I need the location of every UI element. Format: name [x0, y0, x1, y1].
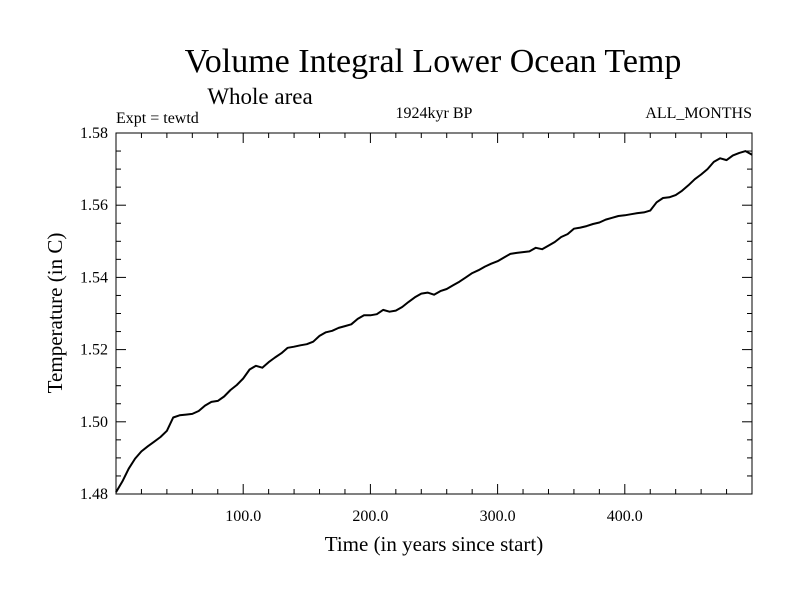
chart-subtitle: Whole area — [207, 84, 312, 109]
experiment-label: Expt = tewtd — [116, 110, 199, 127]
x-tick-label: 400.0 — [607, 508, 643, 525]
x-axis-ticks — [140, 133, 728, 494]
x-axis-tick-labels: 100.0 200.0 300.0 400.0 — [225, 508, 643, 525]
y-axis-label: Temperature (in C) — [43, 233, 67, 394]
x-tick-label: 100.0 — [225, 508, 261, 525]
y-tick-label: 1.54 — [80, 269, 108, 286]
period-label: 1924kyr BP — [396, 105, 473, 122]
y-tick-label: 1.58 — [80, 125, 108, 142]
y-tick-label: 1.56 — [80, 197, 108, 214]
months-label: ALL_MONTHS — [645, 105, 752, 122]
temperature-series-line — [115, 150, 753, 493]
y-axis-tick-labels: 1.48 1.50 1.52 1.54 1.56 1.58 — [80, 125, 108, 503]
plot-frame — [115, 132, 753, 495]
x-tick-label: 300.0 — [480, 508, 516, 525]
x-axis-label: Time (in years since start) — [325, 532, 544, 556]
y-axis-ticks — [116, 150, 752, 477]
y-tick-label: 1.52 — [80, 342, 108, 359]
y-tick-label: 1.50 — [80, 414, 108, 431]
chart-title: Volume Integral Lower Ocean Temp — [185, 43, 682, 80]
x-tick-label: 200.0 — [352, 508, 388, 525]
y-tick-label: 1.48 — [80, 486, 108, 503]
